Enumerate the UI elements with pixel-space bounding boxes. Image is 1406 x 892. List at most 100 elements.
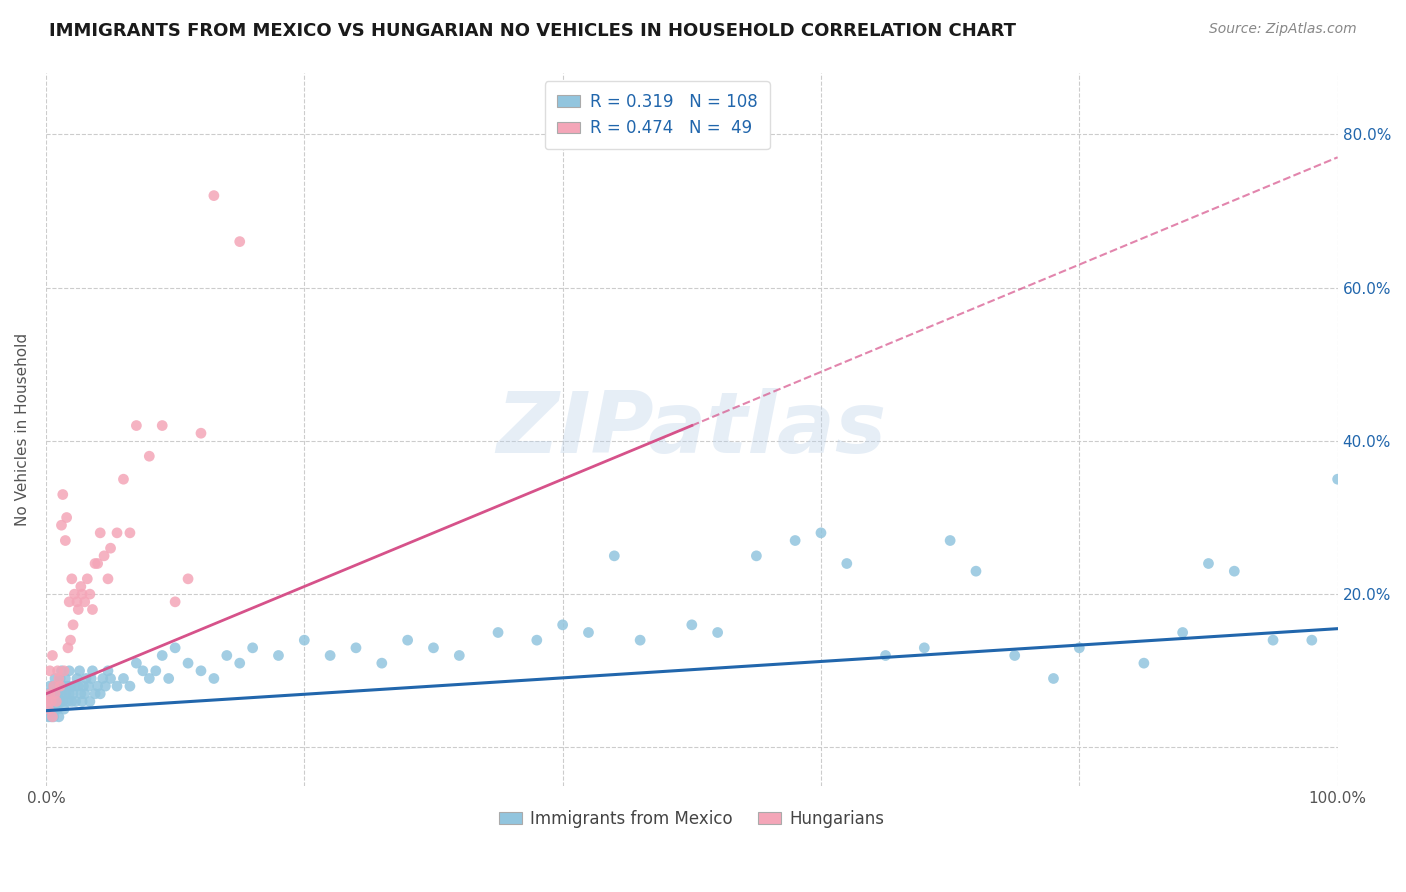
Point (70, 580, 93, 594)
Point (94, 679, 117, 693)
Point (105, 525, 128, 540)
Point (51, 664, 73, 678)
Point (52, 487, 75, 501)
Point (38, 702, 60, 716)
Point (49, 672, 72, 686)
Point (165, 595, 187, 609)
Point (55, 679, 77, 693)
Point (912, 640, 935, 655)
Point (79, 587, 101, 601)
Point (82, 664, 104, 678)
Point (1261, 633, 1284, 648)
Point (228, 235, 250, 249)
Point (44, 687, 66, 701)
Point (486, 625, 509, 640)
Point (97, 572, 120, 586)
Point (1171, 625, 1194, 640)
Point (706, 625, 728, 640)
Point (965, 564, 987, 578)
Point (38, 664, 60, 678)
Point (56, 640, 79, 655)
Point (45, 679, 67, 693)
Point (45, 694, 67, 708)
Point (292, 633, 315, 648)
Point (835, 557, 858, 571)
Point (939, 533, 962, 548)
Point (138, 449, 160, 463)
Point (46, 687, 69, 701)
Point (138, 672, 160, 686)
Point (86, 557, 108, 571)
Point (112, 672, 135, 686)
Point (73, 595, 96, 609)
Point (72, 679, 94, 693)
Point (77, 679, 100, 693)
Text: Source: ZipAtlas.com: Source: ZipAtlas.com (1209, 22, 1357, 37)
Point (228, 656, 250, 670)
Point (86, 679, 108, 693)
Point (62, 687, 84, 701)
Point (41, 687, 63, 701)
Point (422, 640, 444, 655)
Text: ZIPatlas: ZIPatlas (496, 388, 887, 471)
Point (1223, 564, 1246, 578)
Point (67, 679, 90, 693)
Point (37, 694, 59, 708)
Point (242, 640, 264, 655)
Point (44, 687, 66, 701)
Point (1198, 557, 1220, 571)
Point (1326, 472, 1348, 486)
Point (53, 687, 76, 701)
Point (190, 426, 212, 441)
Point (132, 664, 155, 678)
Point (100, 672, 122, 686)
Point (371, 656, 394, 670)
Point (202, 672, 225, 686)
Point (48, 679, 70, 693)
Point (66, 595, 89, 609)
Point (44, 702, 66, 716)
Point (93, 549, 115, 563)
Point (60, 572, 83, 586)
Point (39, 694, 62, 708)
Point (89, 687, 111, 701)
Point (267, 648, 290, 663)
Point (56, 694, 79, 708)
Point (105, 679, 128, 693)
Point (52, 694, 75, 708)
Point (41, 648, 63, 663)
Point (52, 679, 75, 693)
Point (49, 679, 72, 693)
Point (51, 687, 73, 701)
Point (60, 694, 83, 708)
Point (70, 587, 93, 601)
Point (84, 557, 107, 571)
Point (551, 617, 574, 632)
Point (100, 541, 122, 556)
Point (48, 672, 70, 686)
Point (1042, 672, 1064, 686)
Point (578, 625, 600, 640)
Point (62, 617, 84, 632)
Point (37, 694, 59, 708)
Point (46, 664, 69, 678)
Point (53, 664, 76, 678)
Point (79, 694, 101, 708)
Y-axis label: No Vehicles in Household: No Vehicles in Household (15, 333, 30, 526)
Point (42, 679, 65, 693)
Point (70, 694, 93, 708)
Point (63, 587, 86, 601)
Point (65, 694, 87, 708)
Text: IMMIGRANTS FROM MEXICO VS HUNGARIAN NO VEHICLES IN HOUSEHOLD CORRELATION CHART: IMMIGRANTS FROM MEXICO VS HUNGARIAN NO V… (49, 22, 1017, 40)
Point (58, 664, 80, 678)
Point (215, 648, 238, 663)
Point (150, 648, 173, 663)
Point (89, 525, 111, 540)
Point (82, 602, 104, 616)
Point (53, 672, 76, 686)
Point (41, 702, 63, 716)
Point (112, 472, 135, 486)
Point (319, 648, 342, 663)
Point (38, 702, 60, 716)
Point (38, 679, 60, 693)
